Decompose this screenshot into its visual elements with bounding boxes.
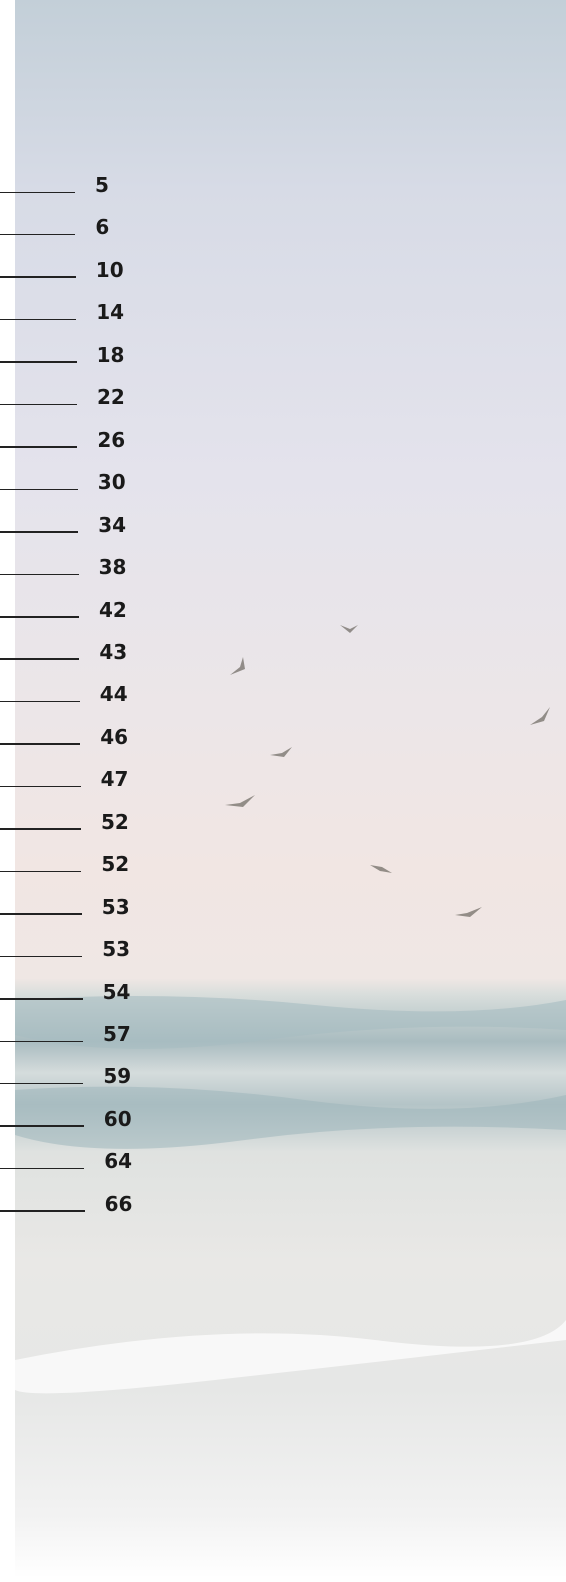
birds (225, 625, 550, 917)
leader-line (0, 361, 77, 363)
page-number: 57 (103, 1022, 131, 1046)
toc-entry: 47 (0, 764, 566, 794)
leader-line (0, 828, 81, 830)
toc-entry: 52 (0, 849, 566, 879)
toc-entry: 59 (0, 1061, 566, 1091)
leader-line (0, 318, 77, 321)
toc-entry: 46 (0, 722, 566, 752)
leader-line (0, 658, 80, 660)
page-number: 6 (95, 215, 110, 240)
leader-line (0, 913, 82, 915)
page-number: 14 (96, 300, 125, 325)
toc-entry: 22 (0, 382, 566, 412)
leader-line (0, 488, 78, 491)
wave-foam (15, 1320, 566, 1394)
background-art (15, 625, 566, 1394)
toc-entry: 44 (0, 679, 566, 709)
page-number: 52 (101, 852, 130, 877)
toc-entry: 52 (0, 807, 566, 837)
page-number: 30 (97, 470, 126, 495)
leader-line (0, 998, 83, 1000)
leader-line (0, 1125, 84, 1127)
page-number: 34 (98, 512, 127, 537)
toc-entry: 26 (0, 425, 566, 455)
page-number: 18 (96, 342, 125, 367)
leader-line (0, 785, 81, 788)
page-number: 60 (103, 1106, 132, 1131)
toc-entry: 66 (0, 1189, 566, 1219)
leader-line (0, 955, 83, 958)
leader-line (0, 233, 76, 236)
leader-line (0, 1167, 85, 1170)
page-number: 66 (104, 1191, 133, 1216)
leader-line (0, 191, 75, 193)
leader-line (0, 870, 82, 873)
page-number: 10 (95, 257, 124, 282)
toc-entry: 42 (0, 595, 566, 625)
page-number: 5 (95, 173, 109, 197)
toc-entry: 34 (0, 510, 566, 540)
leader-line (0, 573, 79, 576)
wave (15, 1086, 566, 1149)
leader-line (0, 403, 77, 406)
leader-line (0, 743, 81, 745)
page-number: 52 (101, 809, 129, 834)
page-number: 26 (97, 427, 126, 452)
toc-entry: 38 (0, 552, 566, 582)
leader-line (0, 446, 78, 448)
toc-entry: 54 (0, 977, 566, 1007)
beach-background (15, 0, 566, 1578)
page-number: 22 (97, 385, 125, 410)
page-number: 43 (99, 639, 128, 664)
toc-entry: 64 (0, 1146, 566, 1176)
page-number: 42 (99, 597, 127, 622)
toc-entry: 18 (0, 340, 566, 370)
page-number: 54 (102, 979, 131, 1004)
page-number: 44 (99, 682, 128, 707)
toc-entry: 43 (0, 637, 566, 667)
toc-entry: 5 (0, 170, 566, 200)
leader-line (0, 531, 79, 533)
page-number: 53 (101, 894, 130, 919)
page-number: 59 (103, 1064, 132, 1089)
toc-entry: 6 (0, 212, 566, 242)
toc-entry: 30 (0, 467, 566, 497)
toc-entry: 60 (0, 1104, 566, 1134)
leader-line (0, 1082, 84, 1085)
page-number: 53 (102, 937, 131, 962)
page-number: 46 (100, 724, 129, 749)
leader-line (0, 616, 79, 618)
leader-line (0, 1210, 85, 1212)
page-number: 38 (98, 555, 127, 580)
leader-line (0, 276, 76, 278)
page-number: 47 (100, 767, 129, 792)
wave (15, 996, 566, 1049)
toc-entry: 14 (0, 297, 566, 327)
toc-entry: 53 (0, 892, 566, 922)
toc-entry: 53 (0, 934, 566, 964)
leader-line (0, 700, 80, 703)
page-number: 64 (104, 1149, 133, 1174)
toc-entry: 10 (0, 255, 566, 285)
toc-entry: 57 (0, 1019, 566, 1049)
leader-line (0, 1040, 83, 1042)
